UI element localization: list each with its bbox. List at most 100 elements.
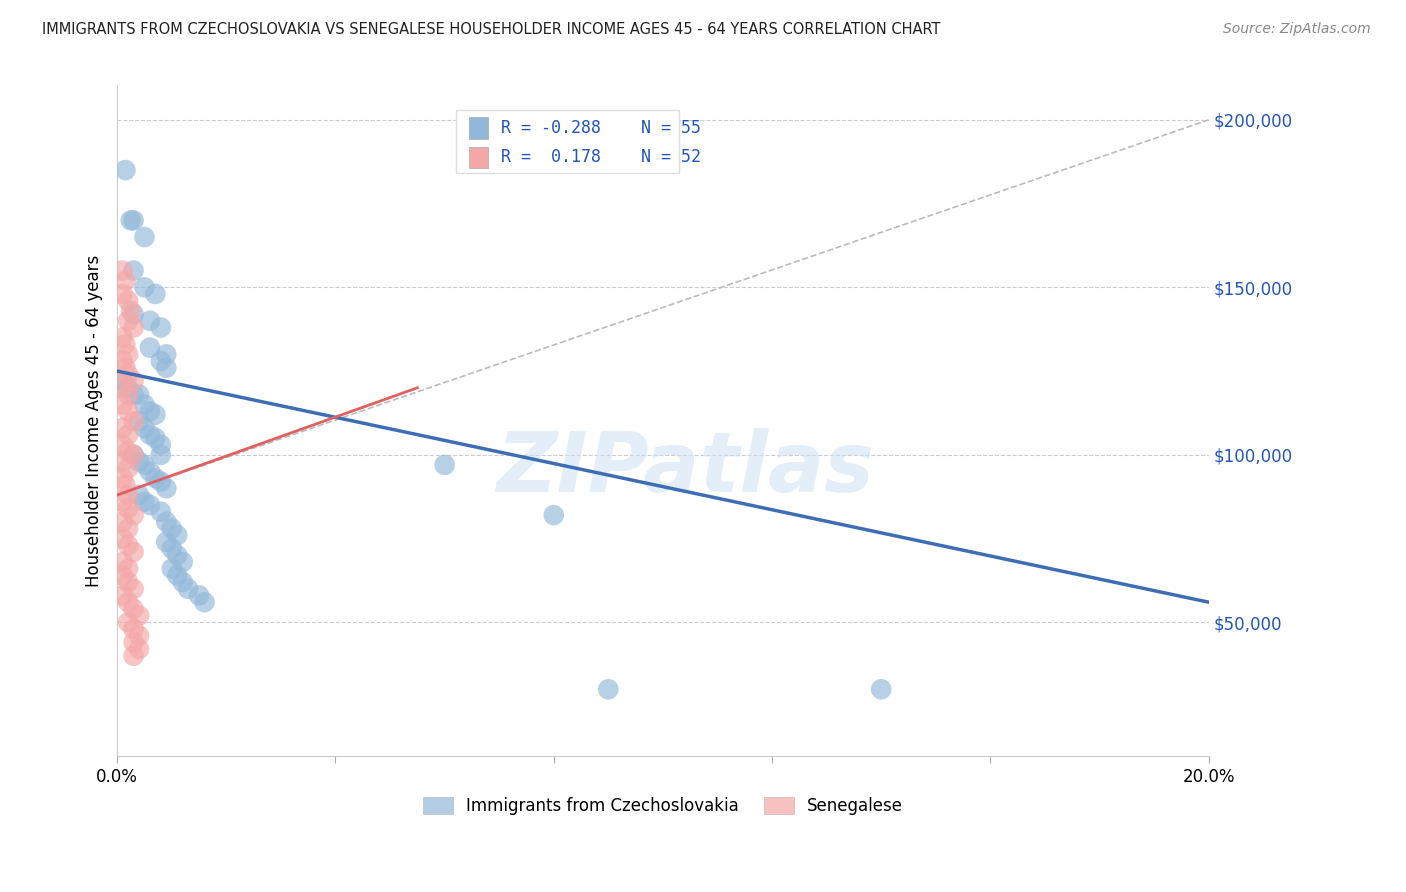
Point <box>122 635 145 649</box>
Point <box>111 532 134 546</box>
FancyBboxPatch shape <box>468 117 488 138</box>
Point <box>145 431 167 445</box>
Point <box>177 582 200 596</box>
Point <box>117 521 139 535</box>
Point <box>122 414 145 428</box>
Point <box>120 213 142 227</box>
Point <box>117 615 139 630</box>
Point <box>117 444 139 458</box>
Point <box>160 521 183 535</box>
Point <box>134 421 156 435</box>
Point <box>870 682 893 697</box>
Point <box>128 642 150 657</box>
Point <box>111 374 134 388</box>
Legend: Immigrants from Czechoslovakia, Senegalese: Immigrants from Czechoslovakia, Senegale… <box>416 790 910 822</box>
Point <box>117 381 139 395</box>
Point <box>543 508 565 522</box>
Point <box>128 454 150 468</box>
Point <box>111 589 134 603</box>
Point <box>114 274 136 288</box>
Point <box>111 454 134 468</box>
Point <box>149 448 172 462</box>
Point <box>122 508 145 522</box>
Point <box>117 575 139 590</box>
Point <box>114 163 136 178</box>
Point <box>117 538 139 552</box>
Point <box>155 515 177 529</box>
Point <box>139 498 162 512</box>
Point <box>117 427 139 442</box>
Point <box>111 515 134 529</box>
Point <box>114 360 136 375</box>
Point <box>433 458 456 472</box>
Point <box>172 555 194 569</box>
Point <box>122 374 145 388</box>
Point <box>128 488 150 502</box>
Point <box>166 568 188 582</box>
FancyBboxPatch shape <box>468 146 488 168</box>
Y-axis label: Householder Income Ages 45 - 64 years: Householder Income Ages 45 - 64 years <box>86 255 103 588</box>
Point <box>139 465 162 479</box>
Point <box>128 387 150 401</box>
Point <box>111 263 134 277</box>
Point <box>134 494 156 508</box>
Point <box>120 303 142 318</box>
Point <box>134 458 156 472</box>
Point <box>149 505 172 519</box>
Text: IMMIGRANTS FROM CZECHOSLOVAKIA VS SENEGALESE HOUSEHOLDER INCOME AGES 45 - 64 YEA: IMMIGRANTS FROM CZECHOSLOVAKIA VS SENEGA… <box>42 22 941 37</box>
Point <box>149 475 172 489</box>
Point <box>160 541 183 556</box>
Point <box>117 404 139 418</box>
Point <box>160 562 183 576</box>
Point <box>122 622 145 636</box>
Point <box>122 448 145 462</box>
Point <box>122 602 145 616</box>
Point <box>117 293 139 308</box>
Point <box>598 682 620 697</box>
Point <box>128 414 150 428</box>
Point <box>111 287 134 301</box>
Point <box>134 230 156 244</box>
Point <box>134 280 156 294</box>
Point <box>117 347 139 361</box>
Point <box>117 368 139 382</box>
Point <box>111 438 134 452</box>
Point <box>117 488 139 502</box>
Point <box>139 314 162 328</box>
Point <box>114 337 136 351</box>
Text: R = -0.288    N = 55: R = -0.288 N = 55 <box>502 119 702 136</box>
Point <box>122 320 145 334</box>
Text: ZIPatlas: ZIPatlas <box>496 427 873 508</box>
Point <box>139 404 162 418</box>
Point <box>117 314 139 328</box>
Point <box>145 408 167 422</box>
Point <box>122 213 145 227</box>
Point <box>139 427 162 442</box>
Point <box>166 528 188 542</box>
Point <box>128 608 150 623</box>
Point <box>188 589 211 603</box>
Point <box>117 595 139 609</box>
Text: Source: ZipAtlas.com: Source: ZipAtlas.com <box>1223 22 1371 37</box>
Point <box>122 648 145 663</box>
Point <box>155 535 177 549</box>
Point <box>122 582 145 596</box>
Point <box>166 549 188 563</box>
Point <box>149 320 172 334</box>
Point <box>111 381 134 395</box>
Point <box>111 330 134 344</box>
Point <box>111 555 134 569</box>
Point <box>145 287 167 301</box>
Point <box>111 354 134 368</box>
Point <box>172 575 194 590</box>
Point <box>149 354 172 368</box>
Point <box>134 398 156 412</box>
Point <box>155 481 177 495</box>
Point <box>155 360 177 375</box>
Point <box>111 568 134 582</box>
Point <box>122 307 145 321</box>
Point <box>149 438 172 452</box>
Point <box>111 471 134 485</box>
Point <box>114 478 136 492</box>
Point <box>122 263 145 277</box>
